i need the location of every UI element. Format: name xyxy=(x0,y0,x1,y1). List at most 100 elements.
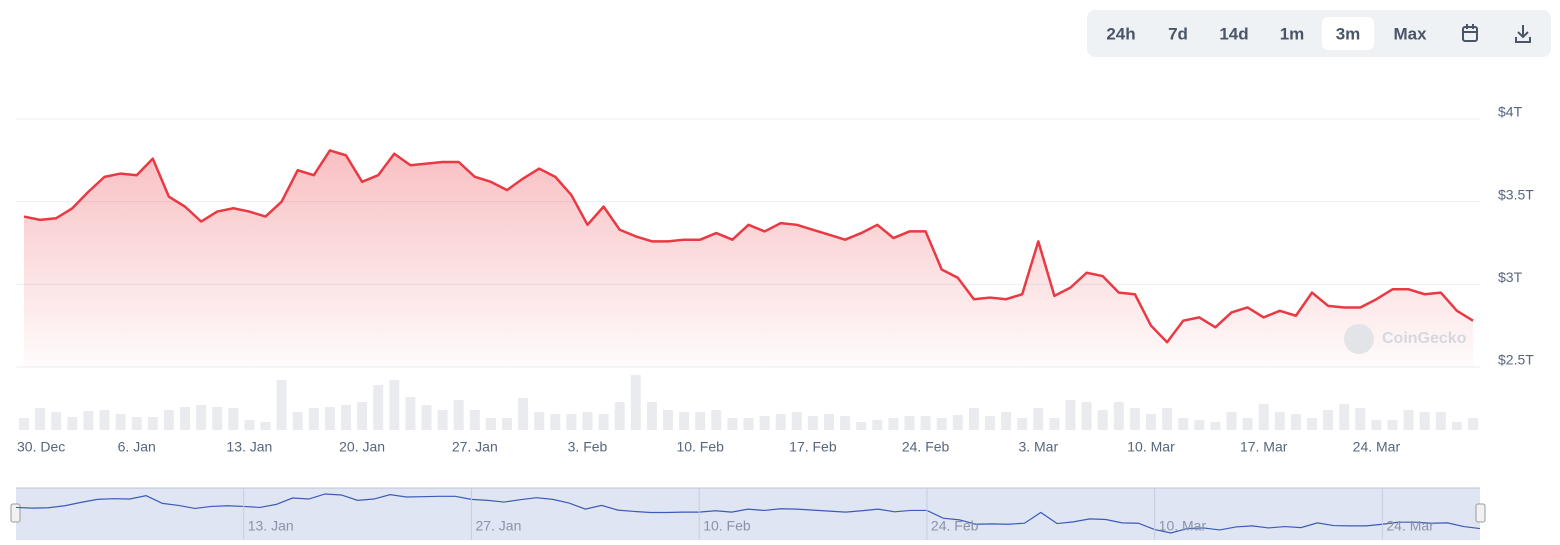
volume-bar xyxy=(1081,402,1092,430)
range-button[interactable]: 3m xyxy=(1336,24,1361,43)
y-tick-label: $3.5T xyxy=(1498,186,1534,202)
range-button[interactable]: 14d xyxy=(1219,24,1248,43)
x-tick-label: 6. Jan xyxy=(118,439,156,455)
volume-bar xyxy=(51,412,62,430)
navigator[interactable] xyxy=(16,488,1480,540)
navigator-label: 10. Feb xyxy=(703,518,751,534)
volume-bar xyxy=(1435,412,1446,430)
volume-bar xyxy=(598,414,609,430)
volume-bar xyxy=(1403,410,1414,430)
range-button[interactable]: 24h xyxy=(1106,24,1135,43)
volume-bar xyxy=(1323,410,1334,430)
volume-bar xyxy=(630,375,641,430)
volume-bar xyxy=(308,408,319,430)
volume-bar xyxy=(1468,418,1478,430)
volume-bar xyxy=(341,405,351,430)
volume-bar xyxy=(1017,418,1028,430)
volume-bar xyxy=(534,412,545,430)
range-button[interactable]: Max xyxy=(1393,24,1427,43)
x-tick-label: 17. Mar xyxy=(1240,439,1288,455)
volume-bar xyxy=(1451,422,1462,430)
volume-bar xyxy=(985,416,995,430)
navigator-line xyxy=(15,493,1481,534)
volume-bar xyxy=(35,408,46,430)
volume-bar xyxy=(1178,418,1189,430)
navigator-handle[interactable] xyxy=(10,503,21,523)
volume-bar xyxy=(824,414,834,430)
x-tick-label: 10. Feb xyxy=(676,439,724,455)
x-tick-label: 20. Jan xyxy=(339,439,385,455)
volume-bar xyxy=(276,380,287,430)
volume-bar xyxy=(1097,410,1108,430)
y-tick-label: $2.5T xyxy=(1498,352,1534,368)
volume-bar xyxy=(840,416,851,430)
volume-bar xyxy=(904,416,915,430)
volume-bar xyxy=(1290,414,1301,430)
volume-bar xyxy=(1210,422,1221,430)
range-button[interactable]: 1m xyxy=(1280,24,1305,43)
volume-bar xyxy=(485,418,496,430)
volume-bar xyxy=(163,410,174,430)
navigator-label: 24. Feb xyxy=(931,518,979,534)
volume-bar xyxy=(695,412,706,430)
volume-bar xyxy=(920,416,931,430)
y-tick-label: $4T xyxy=(1498,104,1523,120)
watermark-logo xyxy=(1344,324,1374,354)
volume-bar xyxy=(260,422,271,430)
volume-bar xyxy=(1129,408,1140,430)
volume-bar xyxy=(518,398,529,430)
volume-bar xyxy=(614,402,625,430)
volume-bar xyxy=(67,417,78,430)
volume-bar xyxy=(228,408,239,430)
watermark: CoinGecko xyxy=(1382,330,1467,347)
volume-bar xyxy=(791,412,802,430)
volume-bar xyxy=(888,418,899,430)
volume-bar xyxy=(807,416,818,430)
x-tick-label: 27. Jan xyxy=(452,439,498,455)
volume-bar xyxy=(856,422,867,430)
volume-bar xyxy=(244,420,255,430)
volume-bar xyxy=(1146,414,1156,430)
volume-bar xyxy=(968,408,979,430)
x-tick-label: 3. Feb xyxy=(568,439,608,455)
volume-bar xyxy=(1307,418,1317,430)
volume-bar xyxy=(1355,408,1366,430)
volume-bar xyxy=(566,414,577,430)
x-tick-label: 24. Mar xyxy=(1353,439,1401,455)
volume-bar xyxy=(1049,418,1060,430)
volume-bar xyxy=(711,410,722,430)
area xyxy=(24,150,1473,367)
download-icon[interactable] xyxy=(1515,25,1531,43)
x-tick-label: 24. Feb xyxy=(902,439,950,455)
volume-bar xyxy=(453,400,464,430)
volume-bar xyxy=(550,414,561,430)
volume-bar xyxy=(19,418,29,430)
range-button[interactable]: 7d xyxy=(1168,24,1188,43)
volume-bar xyxy=(1242,418,1253,430)
volume-bar xyxy=(147,417,158,430)
navigator-handle[interactable] xyxy=(1475,503,1486,523)
calendar-icon[interactable] xyxy=(1462,24,1478,42)
volume-bar xyxy=(1113,402,1124,430)
range-selector xyxy=(1087,10,1551,57)
volume-bar xyxy=(1274,412,1285,430)
volume-bar xyxy=(1194,420,1205,430)
line xyxy=(23,149,1474,344)
volume-bar xyxy=(196,405,207,430)
volume-bar xyxy=(727,418,738,430)
volume-bar xyxy=(1419,412,1430,430)
volume-bar xyxy=(212,407,223,430)
volume-bar xyxy=(743,418,754,430)
y-tick-label: $3T xyxy=(1498,269,1523,285)
volume-bar xyxy=(663,410,673,430)
volume-bar xyxy=(1371,420,1382,430)
navigator-label: 10. Mar xyxy=(1159,518,1207,534)
volume-bar xyxy=(437,410,448,430)
volume-bar xyxy=(389,380,400,430)
volume-bar xyxy=(1065,400,1076,430)
volume-bar xyxy=(131,417,142,430)
active-button xyxy=(1322,17,1374,50)
volume-bar xyxy=(582,412,593,430)
volume-bar xyxy=(99,410,110,430)
